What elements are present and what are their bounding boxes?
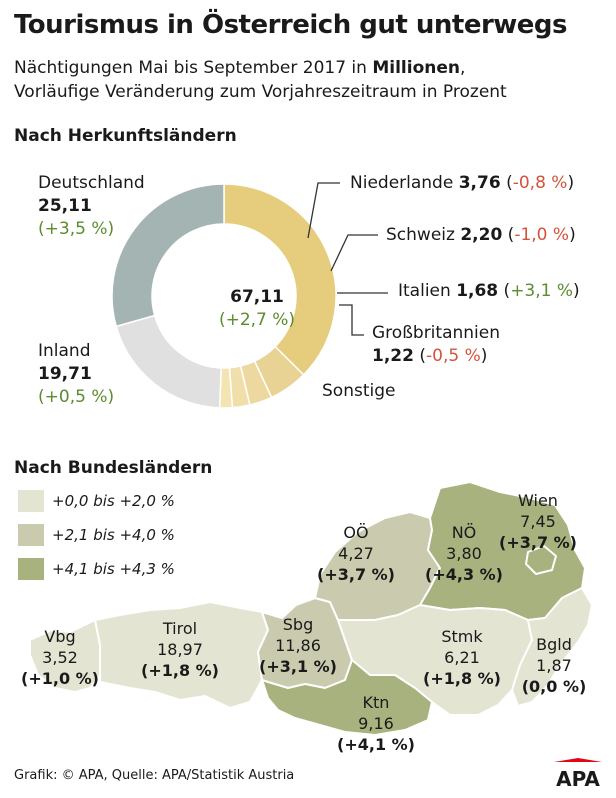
subtitle-line-1: Nächtigungen Mai bis September 2017 in M…: [14, 58, 466, 78]
legend-item-mid: +2,1 bis +4,0 %: [18, 522, 175, 548]
label-schweiz: Schweiz 2,20 (-1,0 %): [386, 225, 576, 245]
donut-slice-deutschland: [223, 183, 337, 376]
map-label-wien: Wien 7,45 (+3,7 %): [499, 491, 577, 552]
footer-source: Grafik: © APA, Quelle: APA/Statistik Aus…: [14, 768, 295, 783]
subtitle-line-2: Vorläufige Veränderung zum Vorjahreszeit…: [14, 82, 507, 102]
legend-item-high: +4,1 bis +4,3 %: [18, 556, 175, 582]
label-grossbritannien: Großbritannien 1,22 (-0,5 %): [372, 323, 500, 366]
legend-swatch: [18, 490, 44, 512]
page-title: Tourismus in Österreich gut unterwegs: [14, 10, 568, 40]
section-title-states: Nach Bundesländern: [14, 458, 213, 478]
region-vbg: [29, 619, 101, 693]
region-bgld: [511, 587, 593, 707]
region-wien: [525, 545, 557, 575]
label-inland: Inland 19,71 (+0,5 %): [38, 341, 115, 407]
apa-logo: APA: [548, 758, 608, 788]
label-deutschland: Deutschland 25,11 (+3,5 %): [38, 173, 145, 239]
leader-schweiz: [330, 234, 378, 272]
austria-map: [29, 481, 593, 736]
map-label-stmk: Stmk 6,21 (+1,8 %): [423, 627, 501, 688]
map-label-tirol: Tirol 18,97 (+1,8 %): [141, 619, 219, 680]
legend-swatch: [18, 558, 44, 580]
map-label-noe: NÖ 3,80 (+4,3 %): [425, 523, 503, 584]
map-label-ooe: OÖ 4,27 (+3,7 %): [317, 523, 395, 584]
leader-niederlande: [307, 182, 340, 239]
map-label-sbg: Sbg 11,86 (+3,1 %): [259, 615, 337, 676]
label-italien: Italien 1,68 (+3,1 %): [398, 281, 580, 301]
legend-swatch: [18, 524, 44, 546]
map-label-vbg: Vbg 3,52 (+1,0 %): [21, 627, 99, 688]
label-niederlande: Niederlande 3,76 (-0,8 %): [350, 173, 575, 193]
donut-center-total: 67,11 (+2,7 %): [218, 287, 296, 330]
map-label-bgld: Bgld 1,87 (0,0 %): [521, 635, 587, 696]
legend-item-low: +0,0 bis +2,0 %: [18, 488, 175, 514]
section-title-origin: Nach Herkunftsländern: [14, 126, 237, 146]
svg-text:APA: APA: [556, 767, 600, 788]
map-label-ktn: Ktn 9,16 (+4,1 %): [337, 693, 415, 754]
donut-slice-inland: [111, 183, 225, 328]
region-ktn: [261, 659, 433, 736]
donut-chart: [111, 182, 388, 409]
label-sonstige: Sonstige: [322, 381, 396, 401]
leader-grossbritannien: [339, 304, 364, 336]
